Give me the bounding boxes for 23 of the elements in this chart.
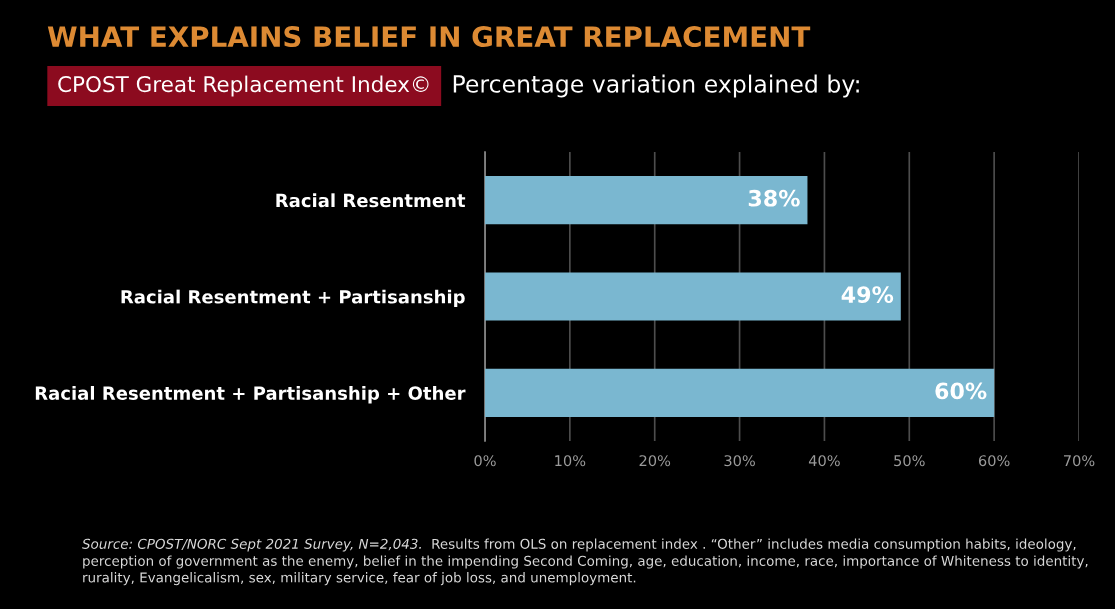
x-tick-label: 10% [555,455,586,467]
x-tick-label: 50% [894,455,925,467]
text: Percentage variation explained by: [453,74,859,98]
text: Results from OLS on replacement index . “Other” includes media consumption habits, ideology, [432,538,1076,552]
bar [485,176,808,225]
text: CPOST Great Replacement Index© [58,75,429,97]
bar [485,368,995,417]
x-tick-label: 20% [639,455,671,467]
x-tick-label: 60% [978,455,1010,467]
chart-title: WHAT EXPLAINS BELIEF IN GREAT REPLACEMENT [47,26,811,48]
y-tick-label: Racial Resentment + Partisanship + Other [35,385,466,404]
y-tick-label: Racial Resentment [276,193,466,208]
text: perception of government as the enemy, belief in the impending Second Coming, age, education, income, race, importance of Whiteness to identity, rurality, Evangelicalism, sex, military service, fear of job loss, and unemployment. [83,555,1088,586]
data-label: 60% [935,382,987,400]
x-tick-label: 70% [1063,455,1095,467]
x-tick-label: 30% [724,455,755,467]
x-tick-label: 0% [474,455,496,467]
y-tick-label: Racial Resentment + Partisanship [121,289,465,308]
data-label: 38% [748,189,800,207]
source-note: Source: CPOST/NORC Sept 2021 Survey, N=2,043. [82,538,421,552]
x-tick-label: 40% [808,455,840,467]
data-label: 49% [841,286,894,303]
bar [485,272,901,321]
